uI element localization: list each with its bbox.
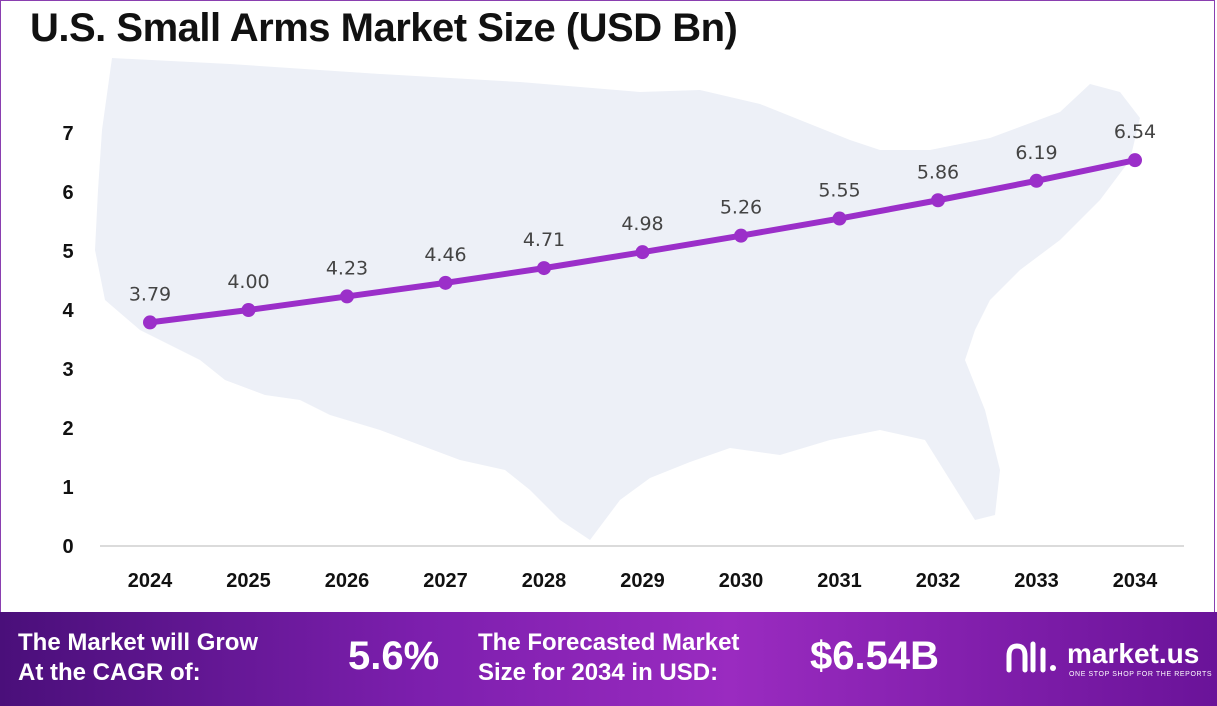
x-tick-label: 2028 xyxy=(522,570,567,592)
x-tick-label: 2032 xyxy=(916,570,961,592)
data-point xyxy=(931,193,945,208)
marketus-logo-icon xyxy=(1006,641,1056,673)
x-tick-label: 2024 xyxy=(128,570,173,592)
y-tick-label: 1 xyxy=(62,477,73,499)
data-label: 4.23 xyxy=(326,257,368,279)
data-label: 5.86 xyxy=(917,161,959,183)
data-point xyxy=(438,275,453,290)
marketus-logo[interactable]: market.us ONE STOP SHOP FOR THE REPORTS xyxy=(1005,638,1215,682)
y-tick-label: 2 xyxy=(62,418,73,440)
data-point xyxy=(832,211,847,226)
x-tick-label: 2029 xyxy=(620,570,665,592)
footer-banner: The Market will Grow At the CAGR of: 5.6… xyxy=(0,612,1217,706)
us-map-silhouette xyxy=(95,58,1140,540)
data-label: 4.71 xyxy=(523,229,565,251)
data-label: 4.98 xyxy=(621,213,663,235)
data-point xyxy=(340,289,354,304)
x-tick-label: 2034 xyxy=(1113,570,1158,592)
data-point xyxy=(537,261,551,276)
page-title: U.S. Small Arms Market Size (USD Bn) xyxy=(30,6,738,50)
y-tick-label: 6 xyxy=(62,182,73,204)
x-tick-label: 2033 xyxy=(1014,570,1059,592)
y-tick-label: 0 xyxy=(62,536,73,558)
data-label: 5.55 xyxy=(818,180,860,202)
data-label: 6.54 xyxy=(1114,121,1156,143)
x-tick-label: 2027 xyxy=(423,570,468,592)
data-point xyxy=(635,245,650,260)
x-tick-label: 2031 xyxy=(817,570,862,592)
y-tick-label: 7 xyxy=(62,123,73,145)
data-label: 6.19 xyxy=(1015,142,1057,164)
y-tick-label: 3 xyxy=(62,359,73,381)
data-label: 4.46 xyxy=(424,244,466,266)
cagr-value: 5.6% xyxy=(348,634,440,678)
data-point xyxy=(734,228,748,243)
data-point xyxy=(143,315,157,330)
logo-tagline: ONE STOP SHOP FOR THE REPORTS xyxy=(1069,671,1213,678)
x-tick-label: 2025 xyxy=(226,570,271,592)
x-tick-label: 2030 xyxy=(719,570,764,592)
forecast-label: The Forecasted Market Size for 2034 in U… xyxy=(478,629,740,686)
forecast-value: $6.54B xyxy=(810,634,939,678)
data-point xyxy=(1029,173,1044,188)
logo-name: market.us xyxy=(1067,638,1200,669)
x-tick-label: 2026 xyxy=(325,570,370,592)
data-point xyxy=(241,303,256,317)
y-tick-label: 4 xyxy=(62,300,74,322)
data-label: 3.79 xyxy=(129,283,171,305)
cagr-label: The Market will Grow At the CAGR of: xyxy=(18,629,259,686)
y-tick-label: 5 xyxy=(62,241,73,263)
data-label: 4.00 xyxy=(227,271,269,293)
line-chart: 0 1 2 3 4 5 6 7 2024 2025 2026 2027 2028 2029 2030 203… xyxy=(62,58,1184,592)
data-label: 5.26 xyxy=(720,197,762,219)
data-point xyxy=(1128,153,1142,168)
